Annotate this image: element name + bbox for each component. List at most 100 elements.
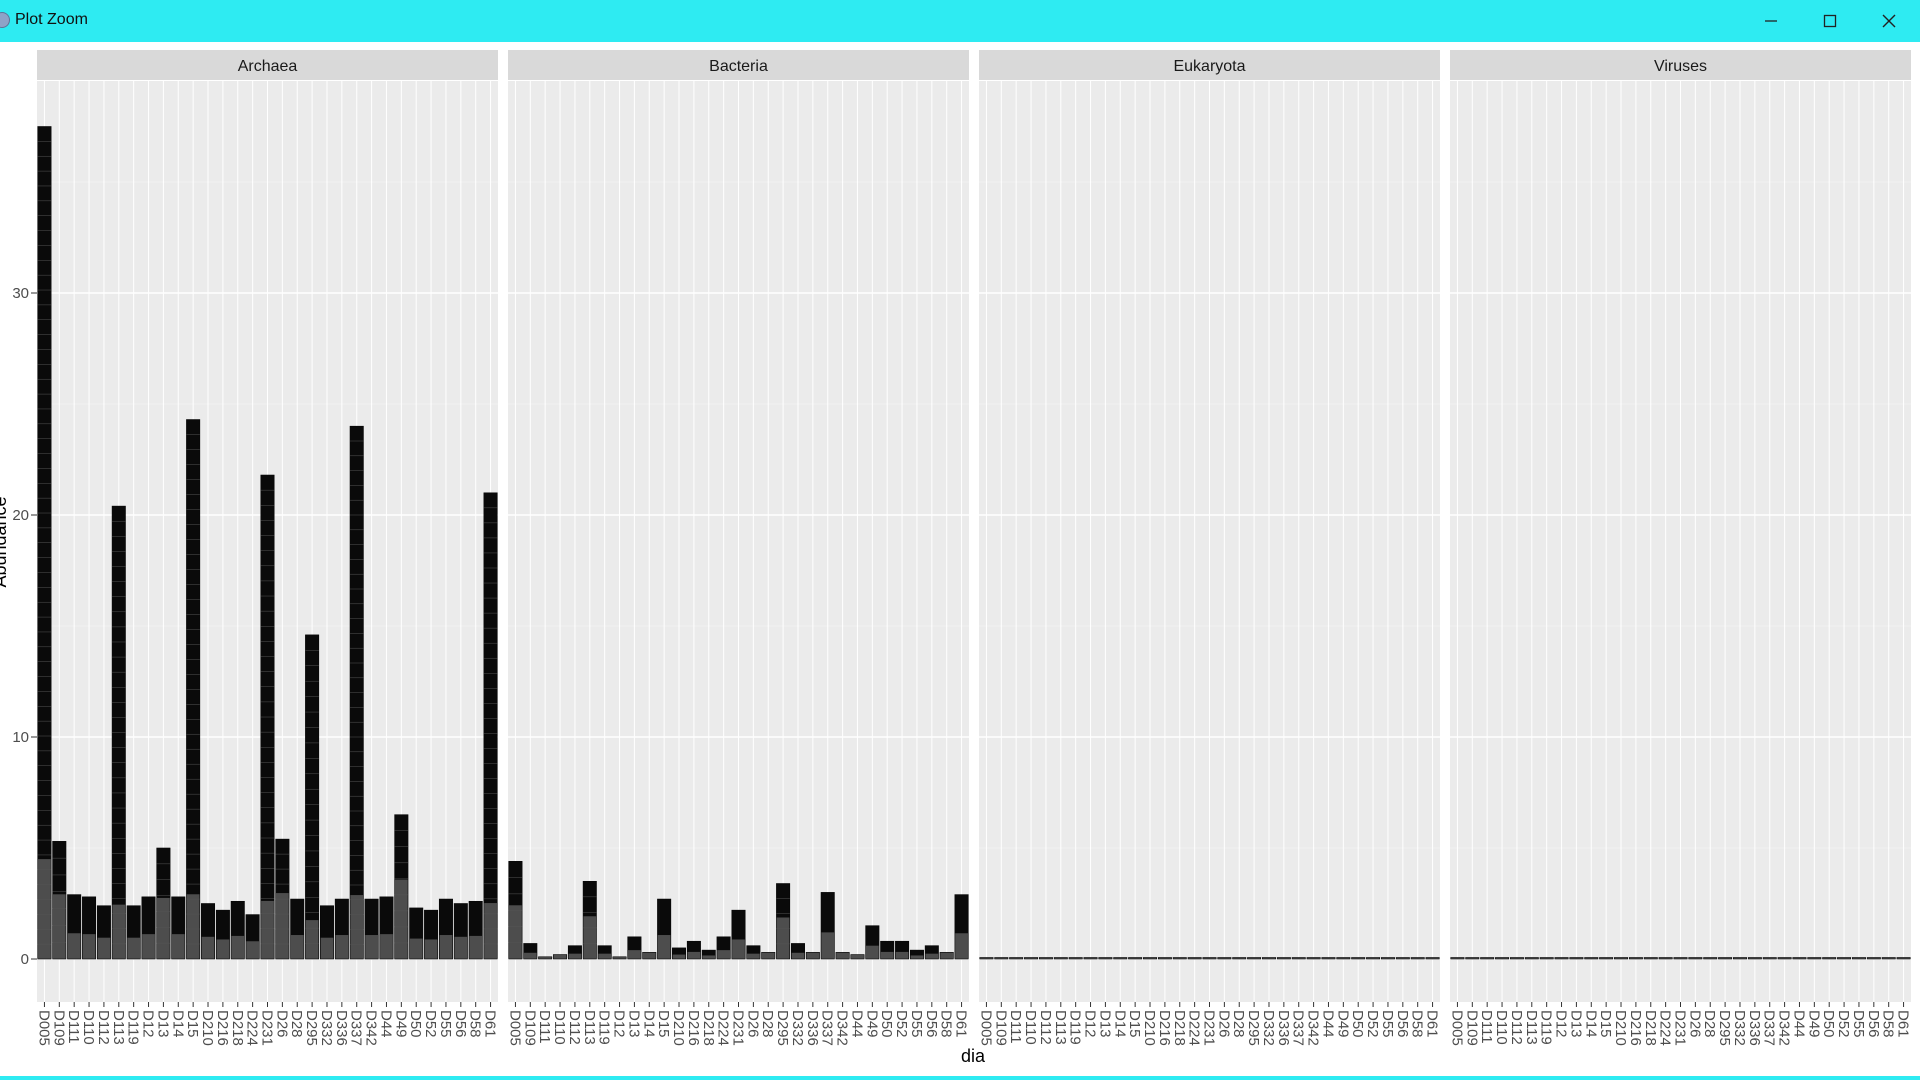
bar-body [1217,957,1232,960]
x-tick-label: D52 [1364,1010,1381,1038]
y-tick-label: 10 [12,729,29,746]
bar-stack-dense [702,950,716,956]
x-tick-label: D56 [1394,1010,1411,1038]
bar-body [1569,957,1584,960]
bar-stack-dense [627,936,642,951]
x-tick-label: D224 [715,1010,732,1046]
bar-body [805,952,820,960]
facet-strip-label: Viruses [1654,58,1707,75]
bar-body [1098,957,1113,960]
bar [1524,957,1539,960]
bar [156,847,171,960]
bar-body [939,952,954,960]
bar [1143,957,1158,960]
bar [1291,957,1306,960]
bar [1395,957,1410,960]
x-tick-label: D005 [35,1010,52,1046]
bar-body [1851,957,1866,960]
bar-body [1643,957,1658,960]
bar-stack-dense [290,899,304,936]
bar [1465,957,1480,960]
bar-body [1584,957,1599,960]
x-tick-label: D224 [1657,1010,1674,1046]
bar-stack-dense [97,905,111,938]
bar-stack-dense [171,896,185,935]
bar-body [1703,957,1718,960]
bar [171,896,186,960]
x-tick-label: D56 [452,1010,469,1038]
bar-stack-dense [925,945,939,954]
bar [126,905,141,960]
bar [1718,957,1733,960]
y-tick-label: 30 [12,285,29,302]
x-tick-label: D61 [953,1010,970,1038]
x-tick-label: D231 [1672,1010,1689,1046]
bar [672,947,687,960]
x-tick-label: D336 [1275,1010,1292,1046]
x-tick-label: D005 [977,1010,994,1046]
bar-body [1083,957,1098,960]
bar-body [1822,957,1837,960]
bar [850,954,865,960]
bar-body [1777,957,1792,960]
bar-stack-dense [483,492,498,904]
close-button[interactable] [1860,0,1918,42]
window-titlebar[interactable]: Plot Zoom [0,0,1920,42]
minimize-button[interactable] [1742,0,1800,42]
x-tick-label: D210 [199,1010,216,1046]
bar-body [1306,957,1321,960]
bar [1380,957,1395,960]
bar [924,945,939,960]
x-tick-label: D218 [1642,1010,1659,1046]
x-tick-label: D336 [804,1010,821,1046]
x-tick-label: D112 [95,1010,112,1045]
x-tick-label: D112 [566,1010,583,1045]
bar [1807,957,1822,960]
bar-stack-dense [379,896,394,935]
bar-stack-dense [454,903,468,937]
x-tick-label: D55 [1850,1010,1867,1038]
x-tick-label: D295 [774,1010,791,1046]
bar [1098,957,1113,960]
bar [805,952,820,960]
plot-area: Abundance 0 10 20 30 Archaea D005 D109 D111 D110 D… [0,42,1920,1080]
bar [1351,957,1366,960]
bar-body [1450,957,1465,960]
bar-stack-dense [597,945,612,954]
bar-body [1881,957,1896,960]
x-tick-label: D110 [1022,1010,1039,1045]
x-tick-label: D231 [1201,1010,1218,1046]
window-title: Plot Zoom [15,11,88,28]
x-tick-label: D61 [1895,1010,1912,1038]
x-tick-label: D231 [259,1010,276,1046]
x-tick-label: D216 [1156,1010,1173,1046]
bar-body [553,954,568,960]
y-tick-label: 20 [12,507,29,524]
bar-body [1053,957,1068,960]
bar [1539,957,1554,960]
x-tick-label: D210 [1612,1010,1629,1046]
x-tick-label: D55 [1379,1010,1396,1038]
bar [349,425,364,960]
bar [305,634,320,960]
bar-body [1792,957,1807,960]
x-tick-label: D216 [685,1010,702,1046]
x-tick-label: D50 [878,1010,895,1038]
bar [1658,957,1673,960]
bar [1881,957,1896,960]
x-tick-label: D231 [730,1010,747,1046]
x-tick-label: D336 [333,1010,350,1046]
x-tick-label: D111 [536,1010,553,1044]
x-tick-label: D342 [363,1010,380,1046]
bar [96,905,111,960]
x-tick-label: D44 [1790,1010,1807,1038]
x-tick-label: D49 [1334,1010,1351,1038]
maximize-button[interactable] [1801,0,1859,42]
facet-panel-viruses: VirusesD005D109D111D110D112D113D119D12D1… [1448,50,1912,1046]
x-tick-label: D210 [1141,1010,1158,1046]
bar-stack-dense [186,419,200,895]
bar-body [1837,957,1852,960]
x-tick-label: D112 [1508,1010,1525,1045]
bar [880,940,895,960]
bar-stack-dense [112,506,126,905]
